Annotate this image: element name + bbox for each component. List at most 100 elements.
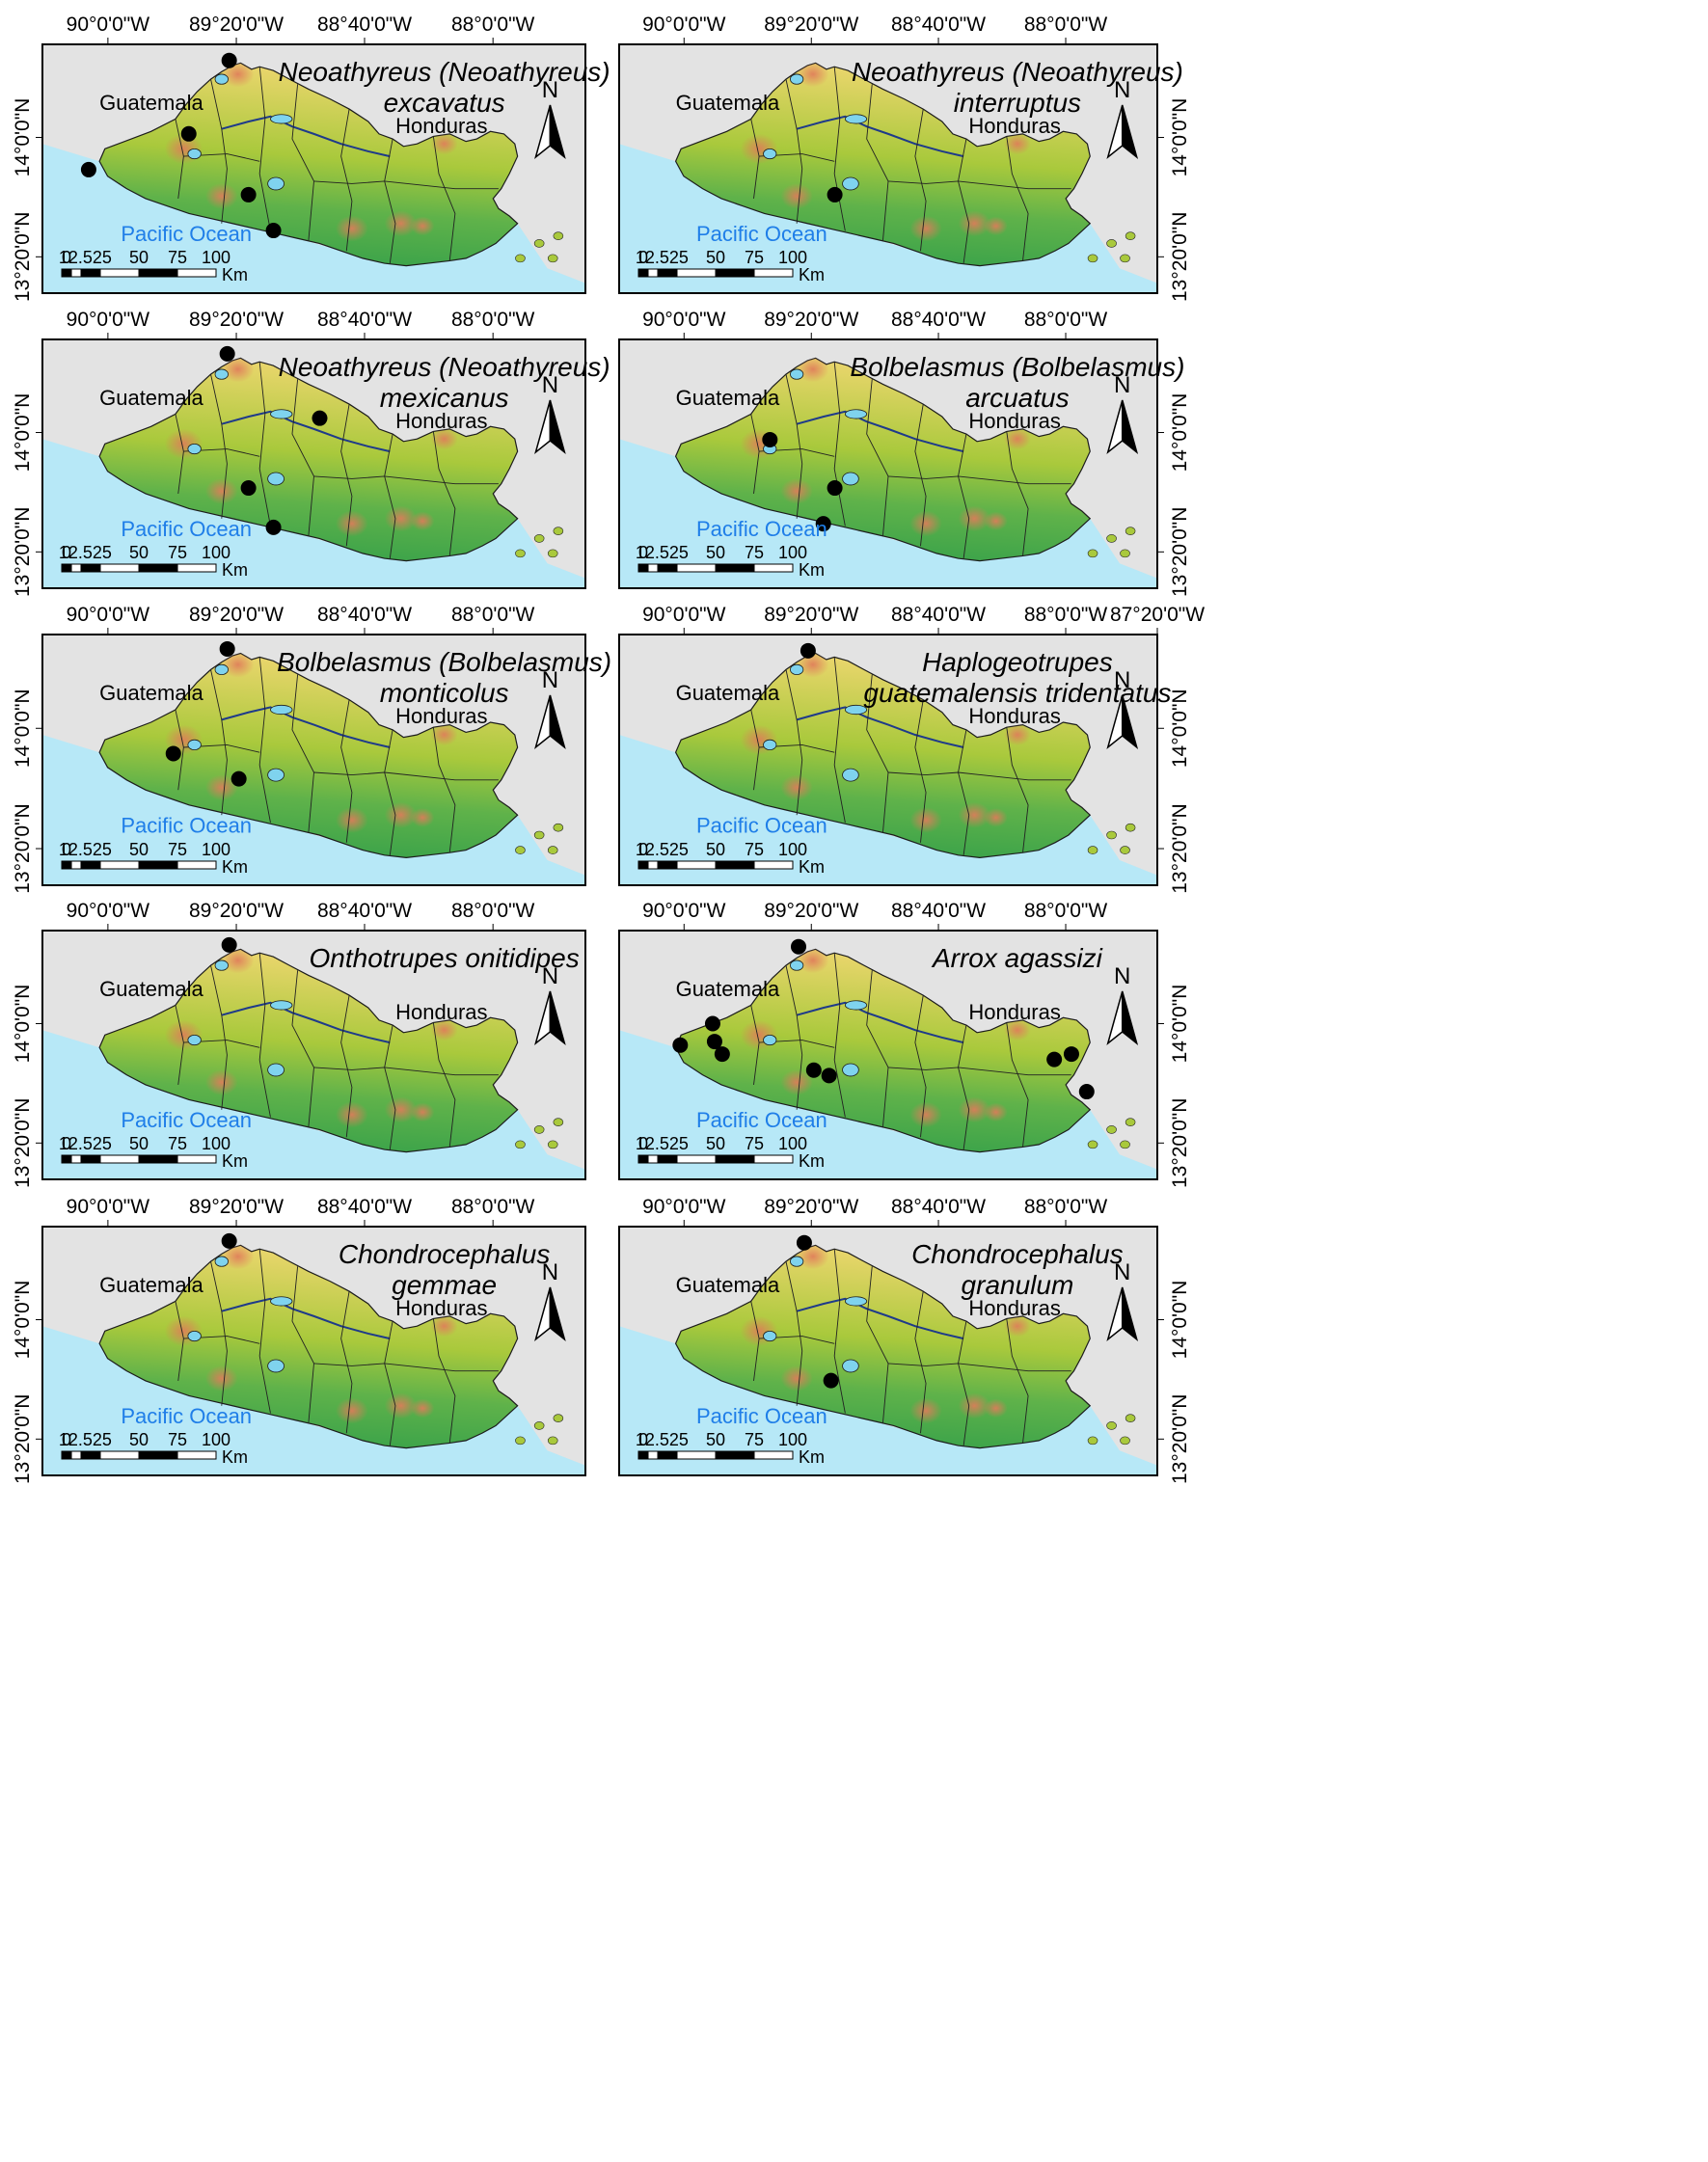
lon-tick-label: 90°0'0"W <box>642 900 726 922</box>
scale-segment <box>647 860 659 870</box>
scale-value: 0 <box>62 840 71 859</box>
species-name-line2: arcuatus <box>965 383 1069 413</box>
north-letter: N <box>542 77 558 103</box>
gulf-island <box>533 1421 545 1430</box>
relief-peak <box>984 511 1008 531</box>
map-canvas <box>619 635 1157 885</box>
department-boundary <box>833 657 846 824</box>
gulf-island <box>553 1414 564 1422</box>
relief-peak <box>410 511 435 531</box>
scale-unit: Km <box>799 265 825 284</box>
occurrence-dot <box>221 52 237 68</box>
department-boundary <box>291 1266 314 1423</box>
gulf-island <box>553 1118 564 1126</box>
ocean-area <box>42 144 585 293</box>
scale-value: 50 <box>129 543 149 562</box>
gulf-island <box>1106 1125 1117 1134</box>
scale-segment <box>138 1154 178 1164</box>
department-boundary <box>432 727 456 853</box>
lat-tick-label: 13°20'0"N <box>1169 1098 1191 1188</box>
relief-peak <box>984 1102 1008 1122</box>
species-name-line1: Neoathyreus (Neoathyreus) <box>852 57 1183 87</box>
lat-tick-label: 14°0'0"N <box>12 689 34 768</box>
ocean-area <box>42 735 585 885</box>
lon-tick-label: 88°0'0"W <box>1024 900 1108 922</box>
department-boundary <box>432 431 456 556</box>
scale-segment <box>676 1154 717 1164</box>
gulf-island <box>553 231 564 240</box>
scale-value: 0 <box>62 1430 71 1449</box>
occurrence-dot <box>240 480 257 497</box>
department-boundary <box>210 669 228 816</box>
map-canvas <box>42 1227 585 1475</box>
species-name-line2: interruptus <box>954 88 1081 118</box>
department-boundary <box>866 1266 889 1423</box>
lon-tick-label: 88°0'0"W <box>451 1196 535 1218</box>
scale-unit: Km <box>799 1151 825 1171</box>
occurrence-dot <box>80 161 96 177</box>
map-panel: 90°0'0"W 89°20'0"W 88°40'0"W 88°0'0"W 14°0'0… <box>618 1196 1191 1484</box>
scale-segment <box>80 860 101 870</box>
lake <box>844 1296 868 1307</box>
relief-highlights <box>740 63 1031 242</box>
scale-value: 0 <box>638 840 648 859</box>
north-letter: N <box>1114 963 1130 989</box>
scale-segment <box>138 1450 178 1460</box>
scale-value: 12.525 <box>59 543 112 562</box>
honduras-label: Honduras <box>395 1000 487 1024</box>
scale-value: 100 <box>778 840 807 859</box>
pacific-ocean-label: Pacific Ocean <box>121 1108 252 1132</box>
department-boundary <box>340 699 353 843</box>
department-boundary <box>210 965 228 1110</box>
map-frame <box>618 1226 1158 1476</box>
guatemala-label: Guatemala <box>99 386 203 410</box>
relief-peak <box>336 1397 368 1424</box>
gulf-island <box>1087 1140 1098 1149</box>
occurrence-dot <box>704 1015 720 1032</box>
lake <box>187 739 202 751</box>
lake <box>214 959 229 971</box>
relief-peak <box>984 1398 1008 1419</box>
guatemala-label: Guatemala <box>676 386 780 410</box>
gulf-island <box>515 1436 526 1446</box>
honduras-label: Honduras <box>968 409 1060 433</box>
lake <box>187 1034 202 1046</box>
guatemala-label: Guatemala <box>99 91 203 115</box>
guatemala-label: Guatemala <box>676 681 780 705</box>
pacific-ocean-label: Pacific Ocean <box>696 813 827 837</box>
north-letter: N <box>1114 372 1130 398</box>
lon-tick-label: 89°20'0"W <box>764 1196 858 1218</box>
occurrence-dot <box>219 345 235 362</box>
scale-value: 0 <box>638 543 648 562</box>
lon-tick-label: 89°20'0"W <box>189 900 284 922</box>
lat-tick-label: 13°20'0"N <box>12 212 34 302</box>
lake <box>842 768 859 782</box>
gulf-island <box>1120 1140 1130 1149</box>
scale-segment <box>676 860 717 870</box>
scale-value: 50 <box>706 840 725 859</box>
ocean-area <box>42 1326 585 1475</box>
occurrence-dot <box>1046 1051 1063 1067</box>
gulf-island <box>1120 846 1130 854</box>
scale-value: 12.525 <box>636 1430 689 1449</box>
scale-value: 0 <box>62 543 71 562</box>
occurrence-dot <box>827 186 843 203</box>
department-boundary <box>914 995 927 1138</box>
relief-peak <box>797 653 829 678</box>
gulf-island <box>1087 1436 1098 1446</box>
lake <box>763 739 777 751</box>
scale-segment <box>715 1450 755 1460</box>
gulf-island <box>1125 527 1136 535</box>
scale-segment <box>715 268 755 278</box>
relief-peak <box>958 1096 991 1123</box>
map-frame <box>618 43 1158 294</box>
gulf-island <box>1106 830 1117 840</box>
honduras-label: Honduras <box>395 1296 487 1320</box>
department-boundary <box>887 180 1071 190</box>
map-canvas <box>42 44 585 293</box>
guatemala-label: Guatemala <box>676 1273 780 1297</box>
department-boundary <box>313 771 499 781</box>
relief-peak <box>780 1068 813 1095</box>
relief-peak <box>958 210 991 237</box>
